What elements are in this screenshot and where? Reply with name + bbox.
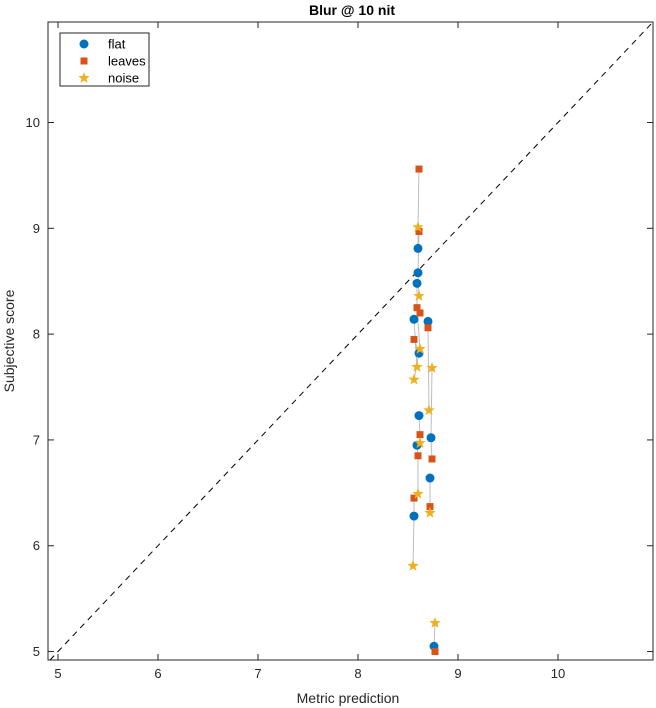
data-point-leaves	[416, 431, 424, 439]
data-point-leaves	[410, 335, 418, 343]
data-point-flat	[413, 243, 423, 253]
data-point-noise	[413, 290, 425, 301]
data-point-noise	[408, 373, 420, 385]
x-tick-label: 8	[354, 666, 361, 681]
data-point-flat	[425, 473, 435, 483]
y-tick-label: 10	[26, 115, 40, 130]
legend-label-flat: flat	[108, 37, 126, 52]
tick-layer: 5 6 7 8 9 10 5 6 7 8 9 10	[26, 22, 653, 681]
legend-marker-flat	[79, 39, 89, 49]
y-tick-label: 7	[33, 432, 40, 447]
data-point-noise	[426, 361, 438, 373]
data-point-noise	[414, 342, 426, 354]
data-point-flat	[413, 268, 423, 278]
y-tick-label: 9	[33, 221, 40, 236]
legend-box	[59, 32, 150, 87]
data-point-flat	[426, 433, 436, 443]
data-point-leaves	[416, 309, 424, 317]
chart-title: Blur @ 10 nit	[309, 2, 395, 18]
x-tick-label: 5	[54, 666, 61, 681]
data-point-leaves	[413, 304, 421, 312]
data-point-flat	[409, 511, 419, 521]
data-point-leaves	[424, 324, 432, 332]
legend-label-noise: noise	[108, 71, 139, 86]
data-point-noise	[412, 487, 424, 499]
x-tick-label: 7	[254, 666, 261, 681]
x-tick-label: 6	[154, 666, 161, 681]
data-point-noise	[424, 506, 436, 518]
data-point-noise	[414, 437, 426, 448]
data-point-flat	[409, 314, 419, 324]
data-point-noise	[429, 616, 441, 628]
data-point-leaves	[428, 455, 436, 463]
y-tick-label: 5	[33, 644, 40, 659]
data-point-leaves	[410, 494, 418, 502]
y-tick-label: 6	[33, 538, 40, 553]
x-axis-title: Metric prediction	[297, 690, 400, 706]
data-point-leaves	[431, 648, 439, 656]
data-point-leaves	[426, 503, 434, 511]
data-point-noise	[412, 221, 424, 233]
data-point-leaves	[415, 227, 423, 235]
data-point-leaves	[414, 452, 422, 460]
plot-frame	[47, 21, 654, 661]
legend: flat leaves noise	[59, 32, 150, 87]
data-point-flat	[423, 316, 433, 326]
data-point-leaves	[415, 165, 423, 173]
plot-area	[48, 22, 653, 660]
identity-reference-line	[49, 21, 654, 661]
y-tick-label: 8	[33, 327, 40, 342]
data-point-flat	[412, 278, 422, 288]
x-tick-label: 10	[551, 666, 565, 681]
reference-line-layer	[49, 21, 654, 661]
data-point-noise	[411, 360, 423, 372]
data-point-flat	[414, 411, 424, 421]
legend-marker-noise	[78, 72, 90, 83]
legend-label-leaves: leaves	[108, 54, 146, 69]
data-point-noise	[407, 559, 419, 571]
y-axis-title: Subjective score	[1, 289, 17, 392]
x-tick-label: 9	[454, 666, 461, 681]
legend-marker-leaves	[80, 57, 88, 65]
data-point-noise	[423, 404, 435, 416]
marker-layer	[407, 165, 441, 656]
